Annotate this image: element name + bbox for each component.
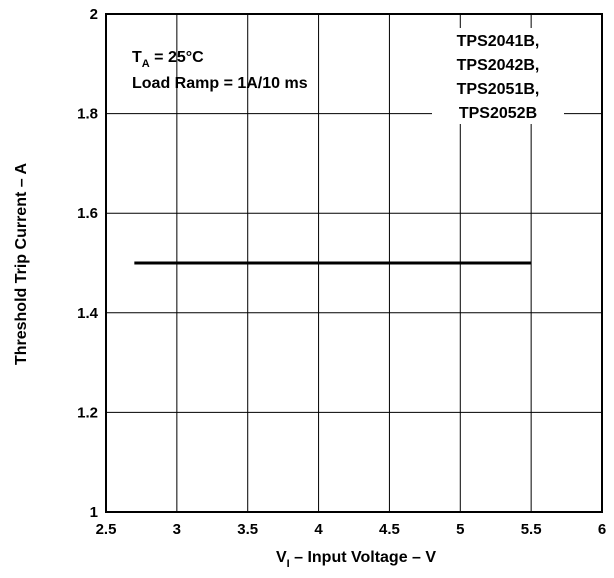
plot-frame [105, 13, 603, 513]
legend-box [432, 28, 564, 124]
x-tick-label: 3.5 [237, 521, 258, 538]
x-tick-label: 5.5 [521, 521, 542, 538]
x-tick-label: 6 [598, 521, 606, 538]
y-axis-title: Threshold Trip Current – A [13, 163, 30, 366]
legend-entry: TPS2052B [459, 105, 537, 122]
y-tick-label: 1.2 [77, 404, 98, 421]
y-tick-label: 1 [90, 504, 98, 521]
legend-entry: TPS2041B, [457, 33, 540, 50]
y-tick-label: 1.8 [77, 106, 98, 123]
legend: TPS2041B, TPS2042B, TPS2051B, TPS2052B [457, 33, 540, 122]
load-ramp-annotation: Load Ramp = 1A/10 ms [132, 75, 308, 92]
y-tick-label: 1.6 [77, 205, 98, 222]
x-tick-label: 4.5 [379, 521, 400, 538]
y-tick-label: 2 [90, 6, 98, 23]
x-axis-title: VI – Input Voltage – V [276, 549, 436, 570]
x-tick-label: 3 [173, 521, 181, 538]
legend-entry: TPS2051B, [457, 81, 540, 98]
x-tick-label: 2.5 [96, 521, 117, 538]
x-tick-label: 4 [314, 521, 323, 538]
legend-entry: TPS2042B, [457, 57, 540, 74]
temperature-annotation: TA = 25°C [132, 49, 204, 70]
x-tick-label: 5 [456, 521, 464, 538]
tick-labels: 2.5 3 3.5 4 4.5 5 5.5 6 1 1.2 1.4 1.6 1.8 2 [77, 6, 606, 538]
y-tick-label: 1.4 [77, 305, 99, 322]
